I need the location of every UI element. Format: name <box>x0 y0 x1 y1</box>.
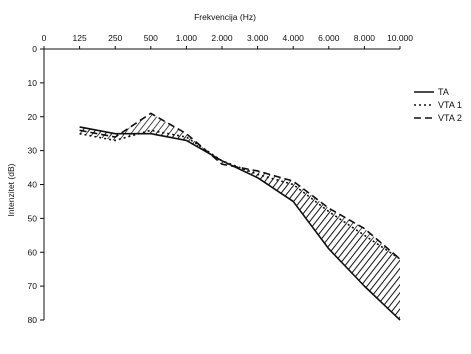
y-tick-label: 70 <box>28 281 38 291</box>
x-tick-label: 2.000 <box>211 33 233 43</box>
y-tick-label: 10 <box>28 78 38 88</box>
x-tick-label: 4.000 <box>283 33 305 43</box>
x-tick-label: 6.000 <box>318 33 340 43</box>
legend-label: TA <box>438 87 449 97</box>
series-line-vta-1 <box>79 129 401 260</box>
legend-label: VTA 2 <box>438 113 462 123</box>
x-tick-label: 500 <box>144 33 158 43</box>
y-tick-label: 20 <box>28 112 38 122</box>
y-tick-label: 50 <box>28 213 38 223</box>
x-tick-label: 10.000 <box>387 33 413 43</box>
x-tick-label: 0 <box>42 33 47 43</box>
x-axis-title: Frekvencija (Hz) <box>194 12 256 22</box>
series-line-ta <box>79 126 401 321</box>
x-tick-label: 250 <box>108 33 122 43</box>
x-tick-label: 125 <box>73 33 87 43</box>
series-line-vta-2 <box>79 112 401 260</box>
y-tick-label: 60 <box>28 247 38 257</box>
hatched-area <box>79 113 400 320</box>
y-tick-label: 0 <box>32 44 37 54</box>
y-tick-label: 80 <box>28 315 38 325</box>
y-tick-label: 30 <box>28 146 38 156</box>
y-tick-label: 40 <box>28 180 38 190</box>
legend-label: VTA 1 <box>438 100 462 110</box>
x-tick-label: 3.000 <box>247 33 269 43</box>
y-axis-title: Intenzitet (dB) <box>6 163 16 216</box>
x-tick-label: 1.000 <box>176 33 198 43</box>
x-tick-label: 8.000 <box>354 33 376 43</box>
